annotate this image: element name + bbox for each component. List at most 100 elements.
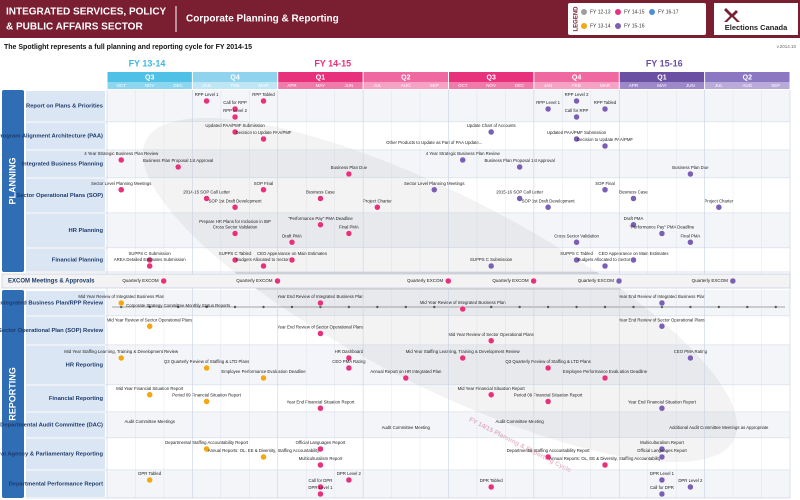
row-label-box bbox=[26, 413, 105, 437]
status-tick bbox=[262, 305, 265, 309]
event-label: Draft PMA bbox=[282, 233, 302, 238]
month-label: NOV bbox=[145, 83, 155, 88]
month-label: OCT bbox=[458, 83, 468, 88]
event-marker bbox=[658, 405, 666, 412]
event-marker bbox=[445, 277, 452, 285]
event-marker bbox=[658, 476, 666, 484]
event-label: Period 09 Financial Situation Report bbox=[172, 393, 242, 398]
month-label: JAN bbox=[202, 83, 211, 88]
event-marker bbox=[260, 97, 267, 105]
event-label: SOP 1st Draft Development bbox=[209, 198, 263, 203]
event-label: Quarterly EXCOM bbox=[692, 278, 729, 283]
event-label: Multiculturalism Report bbox=[299, 456, 344, 461]
event-label: CEO Appearance on Main Estimates bbox=[257, 251, 327, 256]
event-marker bbox=[260, 135, 267, 143]
event-label: Updated PAA/PMF Submission bbox=[547, 130, 607, 135]
month-band bbox=[705, 82, 790, 89]
event-label: Q3 Quarterly Review of Staffing & LTD Pl… bbox=[505, 359, 590, 364]
event-marker bbox=[459, 305, 466, 313]
event-label: Final PMA bbox=[680, 233, 700, 238]
event-label: RPP Level 1 bbox=[195, 92, 219, 97]
event-label: Mid Year Financial Situation Report bbox=[458, 386, 526, 391]
status-tick bbox=[489, 305, 493, 309]
month-band bbox=[107, 82, 192, 89]
event-label: SUPPS C Submission bbox=[470, 257, 513, 262]
event-label: Business Plan Due bbox=[331, 165, 368, 170]
quarter-label: Q4 bbox=[572, 74, 581, 81]
event-label: SUPPS C Tabled bbox=[560, 251, 593, 256]
event-marker bbox=[231, 256, 239, 264]
event-label: Quarterly EXCOM bbox=[122, 278, 159, 283]
row-label: Departmental Performance Report bbox=[9, 482, 103, 488]
row-label: Financial Reporting bbox=[49, 396, 104, 402]
legend-label: FY 16-17 bbox=[658, 9, 679, 15]
event-label: CEO Appearance on Main Estimates bbox=[598, 251, 668, 256]
event-marker bbox=[260, 453, 267, 461]
event-label: Business Plan Proposal 1st Approval bbox=[485, 158, 555, 163]
event-label: Employee Performance Evaluation Deadline bbox=[221, 369, 306, 374]
event-marker bbox=[687, 170, 694, 178]
legend-dot bbox=[581, 9, 587, 15]
month-label: MAY bbox=[657, 83, 666, 88]
event-label: DPR Level 1 bbox=[308, 485, 333, 490]
event-note: Corporate Strategy Committee Monthly Sta… bbox=[126, 303, 230, 308]
event-marker bbox=[345, 354, 353, 362]
month-band bbox=[278, 82, 363, 89]
month-label: AUG bbox=[401, 83, 411, 88]
event-marker bbox=[658, 445, 666, 453]
row-label-box bbox=[26, 214, 105, 247]
event-marker bbox=[573, 135, 580, 143]
event-marker bbox=[117, 299, 125, 307]
event-label: Q3 Quarterly Review of Staffing & LTD Pl… bbox=[164, 359, 249, 364]
month-label: FEB bbox=[572, 83, 581, 88]
legend-dot bbox=[649, 9, 655, 15]
header-title: INTEGRATED SERVICES, POLICY bbox=[6, 7, 167, 18]
event-marker bbox=[117, 186, 125, 193]
status-tick bbox=[603, 305, 607, 309]
event-marker bbox=[715, 204, 723, 211]
status-tick bbox=[575, 305, 578, 309]
month-label: MAR bbox=[600, 83, 611, 88]
month-label: JUL bbox=[373, 83, 381, 88]
event-marker bbox=[146, 391, 153, 398]
event-label: RPP Tabled bbox=[594, 100, 617, 105]
event-marker bbox=[117, 354, 125, 362]
event-marker bbox=[573, 256, 580, 264]
event-label: Quarterly EXCOM bbox=[578, 278, 615, 283]
event-label: SOP Final bbox=[254, 181, 274, 186]
quarter-label: Q1 bbox=[657, 74, 666, 81]
status-tick bbox=[717, 305, 721, 309]
event-label: Draft PMA bbox=[624, 216, 644, 221]
event-label: DPR Tabled bbox=[480, 478, 503, 483]
event-marker bbox=[487, 337, 495, 344]
event-label: Year End Review of Sector Operational Pl… bbox=[619, 317, 706, 322]
month-label: MAR bbox=[259, 83, 270, 88]
quarter-band bbox=[107, 72, 192, 82]
event-marker bbox=[260, 262, 267, 270]
event-label: CEO PMA Rating bbox=[674, 349, 708, 354]
event-label: Mid Year Staffing Learning, Training & D… bbox=[406, 349, 521, 354]
row-label-box bbox=[26, 179, 105, 212]
event-marker bbox=[146, 323, 153, 330]
event-marker bbox=[630, 221, 637, 228]
event-label: Year End Review of Integrated Business P… bbox=[277, 294, 364, 299]
event-label: RPP Level 2 bbox=[565, 92, 589, 97]
status-tick bbox=[148, 305, 151, 309]
event-marker bbox=[544, 398, 552, 405]
status-tick bbox=[376, 305, 379, 309]
status-tick bbox=[404, 305, 408, 309]
event-label: Project Charter bbox=[363, 198, 392, 203]
event-marker bbox=[317, 445, 324, 453]
event-label: DPR Level 2 bbox=[337, 471, 362, 476]
event-marker bbox=[260, 186, 267, 193]
version: v.2014.10 bbox=[777, 44, 797, 49]
event-label: Employee Performance Evaluation Deadline bbox=[563, 369, 648, 374]
quarter-label: Q3 bbox=[145, 74, 154, 81]
event-label: Business Plan Proposal 1st Approval bbox=[143, 158, 213, 163]
status-tick bbox=[319, 305, 322, 309]
row-label: Integrated Business Plan/RPP Review bbox=[0, 301, 103, 307]
row-label-box bbox=[26, 471, 105, 497]
event-marker bbox=[402, 374, 410, 382]
row-label-box bbox=[26, 346, 105, 384]
